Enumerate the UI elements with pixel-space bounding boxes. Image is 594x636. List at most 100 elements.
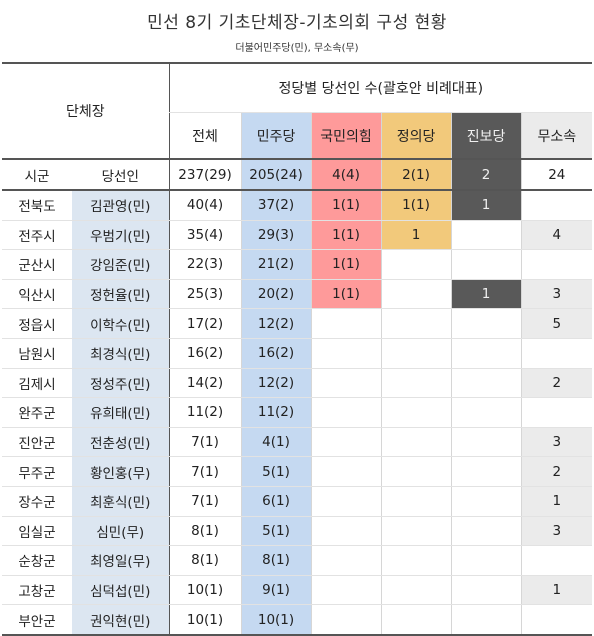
cell-progressive <box>451 249 522 280</box>
cell-ppp: 1(1) <box>311 249 382 280</box>
page-title: 민선 8기 기초단체장-기초의회 구성 현황 <box>147 13 447 33</box>
cell-minjoo: 11(2) <box>241 397 312 428</box>
cell-region: 군산시 <box>2 249 72 280</box>
cell-minjoo: 10(1) <box>241 604 312 636</box>
cell-total: 14(2) <box>168 368 242 399</box>
cell-minjoo: 6(1) <box>241 486 312 517</box>
cell-justice <box>381 486 452 517</box>
cell-independent <box>521 190 593 221</box>
cell-minjoo: 4(1) <box>241 427 312 458</box>
table-row: 부안군 권익현(민) 10(1) 10(1) <box>2 604 593 636</box>
cell-region: 순창군 <box>2 545 72 576</box>
cell-progressive <box>451 427 522 458</box>
cell-minjoo: 37(2) <box>241 190 312 221</box>
cell-winner: 유희태(민) <box>72 397 170 428</box>
cell-justice <box>381 456 452 487</box>
page-subtitle: 더불어민주당(민), 무소속(무) <box>235 43 359 54</box>
cell-winner: 김관영(민) <box>72 190 170 221</box>
cell-independent: 3 <box>521 427 593 458</box>
cell-total: 16(2) <box>168 338 242 369</box>
col-header-ppp: 국민의힘 <box>311 112 382 159</box>
cell-winner: 심덕섭(민) <box>72 575 170 606</box>
table-row: 익산시 정헌율(민) 25(3) 20(2) 1(1) 1 3 <box>2 279 593 310</box>
cell-total: 10(1) <box>168 575 242 606</box>
party-group-label: 정당별 당선인 수(괄호안 비례대표) <box>168 62 593 113</box>
cell-total: 7(1) <box>168 427 242 458</box>
cell-region: 완주군 <box>2 397 72 428</box>
cell-progressive <box>451 575 522 606</box>
cell-region: 장수군 <box>2 486 72 517</box>
cell-progressive <box>451 397 522 428</box>
col-header-total: 전체 <box>168 112 242 159</box>
cell-justice <box>381 279 452 310</box>
table-row: 장수군 최훈식(민) 7(1) 6(1) 1 <box>2 486 593 517</box>
cell-progressive <box>451 308 522 339</box>
cell-independent <box>521 249 593 280</box>
cell-ppp <box>311 486 382 517</box>
total-independent: 24 <box>521 158 593 191</box>
cell-region: 정읍시 <box>2 308 72 339</box>
cell-minjoo: 5(1) <box>241 456 312 487</box>
cell-ppp <box>311 397 382 428</box>
table-row: 고창군 심덕섭(민) 10(1) 9(1) 1 <box>2 575 593 606</box>
cell-justice <box>381 397 452 428</box>
cell-winner: 우범기(민) <box>72 220 170 251</box>
cell-minjoo: 29(3) <box>241 220 312 251</box>
cell-justice <box>381 249 452 280</box>
cell-ppp <box>311 338 382 369</box>
cell-justice: 1 <box>381 220 452 251</box>
cell-progressive: 1 <box>451 190 522 221</box>
cell-total: 25(3) <box>168 279 242 310</box>
totals-row: 시군 당선인 237(29) 205(24) 4(4) 2(1) 2 24 <box>2 158 593 191</box>
cell-region: 진안군 <box>2 427 72 458</box>
cell-total: 7(1) <box>168 456 242 487</box>
cell-total: 8(1) <box>168 545 242 576</box>
total-progressive: 2 <box>451 158 522 191</box>
table-row: 진안군 전춘성(민) 7(1) 4(1) 3 <box>2 427 593 458</box>
cell-minjoo: 21(2) <box>241 249 312 280</box>
cell-progressive <box>451 545 522 576</box>
cell-region: 전북도 <box>2 190 72 221</box>
total-ppp: 4(4) <box>311 158 382 191</box>
cell-independent: 2 <box>521 456 593 487</box>
cell-independent: 2 <box>521 368 593 399</box>
sub-header-region: 시군 <box>2 158 72 191</box>
cell-independent: 4 <box>521 220 593 251</box>
cell-independent <box>521 604 593 636</box>
table-row: 임실군 심민(무) 8(1) 5(1) 3 <box>2 516 593 547</box>
table-row: 김제시 정성주(민) 14(2) 12(2) 2 <box>2 368 593 399</box>
cell-minjoo: 5(1) <box>241 516 312 547</box>
head-label: 단체장 <box>2 62 170 159</box>
cell-total: 22(3) <box>168 249 242 280</box>
cell-ppp: 1(1) <box>311 190 382 221</box>
cell-independent <box>521 338 593 369</box>
cell-winner: 황인홍(무) <box>72 456 170 487</box>
table-row: 전주시 우범기(민) 35(4) 29(3) 1(1) 1 4 <box>2 220 593 251</box>
table-row: 무주군 황인홍(무) 7(1) 5(1) 2 <box>2 456 593 487</box>
table-row: 순창군 최영일(무) 8(1) 8(1) <box>2 545 593 576</box>
total-minjoo: 205(24) <box>241 158 312 191</box>
cell-ppp <box>311 545 382 576</box>
cell-region: 무주군 <box>2 456 72 487</box>
cell-total: 7(1) <box>168 486 242 517</box>
cell-minjoo: 20(2) <box>241 279 312 310</box>
cell-justice <box>381 604 452 636</box>
cell-independent <box>521 397 593 428</box>
cell-justice <box>381 516 452 547</box>
cell-region: 임실군 <box>2 516 72 547</box>
cell-independent: 1 <box>521 575 593 606</box>
cell-winner: 심민(무) <box>72 516 170 547</box>
cell-justice <box>381 308 452 339</box>
cell-progressive <box>451 456 522 487</box>
cell-total: 11(2) <box>168 397 242 428</box>
cell-progressive <box>451 368 522 399</box>
cell-ppp <box>311 308 382 339</box>
col-header-justice: 정의당 <box>381 112 452 159</box>
cell-progressive: 1 <box>451 279 522 310</box>
cell-total: 17(2) <box>168 308 242 339</box>
cell-region: 김제시 <box>2 368 72 399</box>
cell-winner: 전춘성(민) <box>72 427 170 458</box>
cell-total: 10(1) <box>168 604 242 636</box>
cell-winner: 최경식(민) <box>72 338 170 369</box>
cell-winner: 정헌율(민) <box>72 279 170 310</box>
